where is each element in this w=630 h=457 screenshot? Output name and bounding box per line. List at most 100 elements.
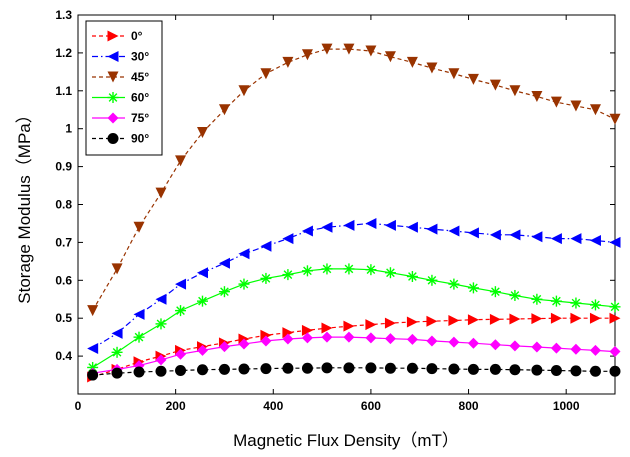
x-tick-label: 600	[361, 399, 381, 413]
data-point	[301, 332, 313, 344]
y-tick-label: 1.2	[55, 46, 72, 60]
data-point	[365, 264, 377, 276]
data-point	[282, 333, 294, 345]
data-point	[218, 341, 230, 353]
data-point	[155, 365, 167, 377]
data-point	[406, 333, 418, 345]
data-point	[196, 364, 208, 376]
data-point	[531, 231, 543, 243]
data-point	[282, 233, 294, 245]
data-point	[260, 335, 272, 347]
data-point	[196, 267, 208, 279]
data-point	[343, 219, 355, 231]
data-point	[426, 363, 438, 375]
series-layer	[87, 43, 621, 383]
data-point	[87, 343, 99, 355]
data-point	[155, 318, 167, 330]
data-point	[196, 344, 208, 356]
data-point	[365, 45, 377, 57]
data-point	[589, 344, 601, 356]
data-point	[467, 363, 479, 375]
data-point	[609, 113, 621, 125]
y-tick-label: 0.9	[55, 160, 72, 174]
data-point	[489, 313, 501, 325]
data-point	[155, 354, 167, 366]
data-point	[107, 71, 119, 83]
data-point	[107, 30, 119, 42]
legend-label: 75°	[131, 111, 149, 125]
data-point	[365, 362, 377, 374]
y-tick-label: 0.7	[55, 235, 72, 249]
data-point	[531, 90, 543, 102]
data-point	[609, 312, 621, 324]
data-point	[365, 217, 377, 229]
data-point	[384, 51, 396, 63]
data-point	[282, 362, 294, 374]
data-point	[282, 327, 294, 339]
data-point	[175, 155, 187, 167]
data-point	[218, 257, 230, 269]
data-point	[570, 343, 582, 355]
data-point	[321, 43, 333, 55]
legend-item: 30°	[92, 50, 149, 64]
data-point	[467, 314, 479, 326]
data-point	[111, 263, 123, 275]
data-point	[426, 62, 438, 74]
data-point	[384, 333, 396, 345]
series-45°	[87, 43, 621, 317]
data-point	[133, 308, 145, 320]
data-point	[589, 104, 601, 116]
data-point	[133, 331, 145, 343]
x-tick-label: 400	[263, 399, 283, 413]
legend-item: 45°	[92, 70, 149, 84]
data-point	[384, 362, 396, 374]
y-tick-label: 1.3	[55, 8, 72, 22]
data-point	[509, 313, 521, 325]
data-point	[175, 348, 187, 360]
data-point	[531, 364, 543, 376]
data-point	[282, 56, 294, 68]
legend-label: 90°	[131, 132, 149, 146]
data-point	[426, 335, 438, 347]
data-point	[111, 327, 123, 339]
data-point	[550, 233, 562, 245]
x-tick-label: 200	[166, 399, 186, 413]
data-point	[550, 96, 562, 108]
data-point	[589, 299, 601, 311]
legend-item: 60°	[92, 91, 149, 105]
legend-box	[85, 20, 163, 156]
data-point	[489, 339, 501, 351]
data-point	[155, 187, 167, 199]
data-point	[155, 293, 167, 305]
data-point	[301, 225, 313, 237]
data-point	[343, 263, 355, 275]
data-point	[301, 324, 313, 336]
data-point	[133, 221, 145, 233]
data-point	[175, 278, 187, 290]
data-point	[384, 317, 396, 329]
data-point	[196, 126, 208, 138]
data-point	[509, 364, 521, 376]
data-point	[570, 233, 582, 245]
legend-item: 75°	[92, 111, 149, 125]
data-point	[609, 365, 621, 377]
data-point	[238, 248, 250, 260]
data-point	[406, 271, 418, 283]
data-point	[406, 316, 418, 328]
data-point	[570, 312, 582, 324]
legend-label: 45°	[131, 70, 149, 84]
data-point	[531, 313, 543, 325]
data-point	[509, 289, 521, 301]
y-tick-label: 0.8	[55, 198, 72, 212]
data-point	[550, 295, 562, 307]
plot-area	[77, 14, 616, 395]
data-point	[343, 362, 355, 374]
data-point	[301, 265, 313, 277]
data-point	[218, 363, 230, 375]
data-point	[609, 346, 621, 358]
data-point	[448, 68, 460, 80]
data-point	[467, 282, 479, 294]
data-point	[448, 363, 460, 375]
data-point	[365, 332, 377, 344]
